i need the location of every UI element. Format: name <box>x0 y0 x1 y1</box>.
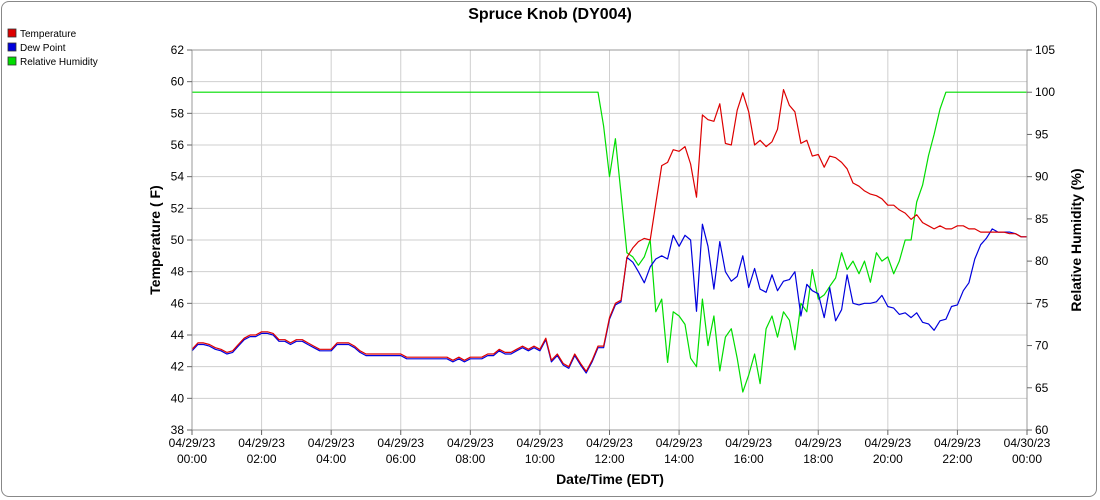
x-tick-time: 14:00 <box>664 452 694 466</box>
x-tick-time: 00:00 <box>177 452 207 466</box>
legend-label-relative-humidity: Relative Humidity <box>20 57 98 68</box>
y2-tick-label: 65 <box>1035 381 1049 395</box>
y2-tick-label: 105 <box>1035 43 1055 57</box>
y-tick-label: 58 <box>171 106 185 120</box>
x-tick-time: 20:00 <box>873 452 903 466</box>
x-axis: 04/29/23 00:00 04/29/23 02:00 04/29/23 04:00 0… <box>169 430 1051 466</box>
x-tick-time: 22:00 <box>942 452 972 466</box>
y2-tick-label: 70 <box>1035 339 1049 353</box>
y-axis-label: Temperature ( F) <box>147 185 163 294</box>
y-tick-label: 46 <box>171 296 185 310</box>
x-tick-date: 04/29/23 <box>725 436 772 450</box>
x-tick-date: 04/30/23 <box>1004 436 1051 450</box>
x-tick-date: 04/29/23 <box>795 436 842 450</box>
grid <box>191 49 1028 431</box>
y-tick-label: 40 <box>171 391 185 405</box>
legend-label-dew-point: Dew Point <box>20 43 66 54</box>
y2-tick-label: 90 <box>1035 170 1049 184</box>
x-tick-date: 04/29/23 <box>864 436 911 450</box>
x-tick-date: 04/29/23 <box>586 436 633 450</box>
y2-tick-label: 100 <box>1035 85 1055 99</box>
x-tick-date: 04/29/23 <box>308 436 355 450</box>
y-tick-label: 52 <box>171 201 185 215</box>
x-axis-label: Date/Time (EDT) <box>556 471 664 487</box>
x-tick-time: 04:00 <box>316 452 346 466</box>
x-tick-time: 10:00 <box>525 452 555 466</box>
series-line-dew-point <box>191 223 1027 374</box>
y-axis-right: 60 65 70 75 80 85 90 95 100 105 <box>1027 43 1055 437</box>
y-tick-label: 62 <box>171 43 185 57</box>
y-tick-label: 50 <box>171 233 185 247</box>
x-tick-date: 04/29/23 <box>238 436 285 450</box>
x-tick-date: 04/29/23 <box>377 436 424 450</box>
x-tick-time: 16:00 <box>734 452 764 466</box>
x-tick-time: 08:00 <box>455 452 485 466</box>
y-tick-label: 60 <box>171 75 185 89</box>
y2-tick-label: 85 <box>1035 212 1049 226</box>
y2-tick-label: 95 <box>1035 127 1049 141</box>
x-tick-date: 04/29/23 <box>517 436 564 450</box>
y-tick-label: 56 <box>171 138 185 152</box>
x-tick-time: 02:00 <box>247 452 277 466</box>
chart-title: Spruce Knob (DY004) <box>468 6 632 23</box>
y2-tick-label: 80 <box>1035 254 1049 268</box>
x-tick-time: 00:00 <box>1012 452 1042 466</box>
x-tick-date: 04/29/23 <box>169 436 216 450</box>
x-tick-time: 06:00 <box>386 452 416 466</box>
y-tick-label: 54 <box>171 170 185 184</box>
y-tick-label: 42 <box>171 360 185 374</box>
x-tick-date: 04/29/23 <box>934 436 981 450</box>
y2-tick-label: 60 <box>1035 423 1049 437</box>
y2-axis-label: Relative Humidity (%) <box>1068 168 1084 311</box>
y2-tick-label: 75 <box>1035 296 1049 310</box>
x-tick-date: 04/29/23 <box>656 436 703 450</box>
legend-swatch-relative-humidity <box>7 56 17 66</box>
x-tick-date: 04/29/23 <box>447 436 494 450</box>
x-tick-time: 18:00 <box>803 452 833 466</box>
x-tick-time: 12:00 <box>594 452 624 466</box>
legend-swatch-dew-point <box>7 42 17 52</box>
legend-label-temperature: Temperature <box>20 29 77 40</box>
series-lines <box>191 88 1027 393</box>
y-axis-left: 38 40 42 44 46 48 50 52 54 56 58 60 62 <box>171 43 192 437</box>
legend-swatch-temperature <box>7 28 17 38</box>
legend: Temperature Dew Point Relative Humidity <box>7 28 98 68</box>
y-tick-label: 38 <box>171 423 185 437</box>
y-tick-label: 48 <box>171 265 185 279</box>
series-line-temperature <box>191 88 1027 372</box>
y-tick-label: 44 <box>171 328 185 342</box>
